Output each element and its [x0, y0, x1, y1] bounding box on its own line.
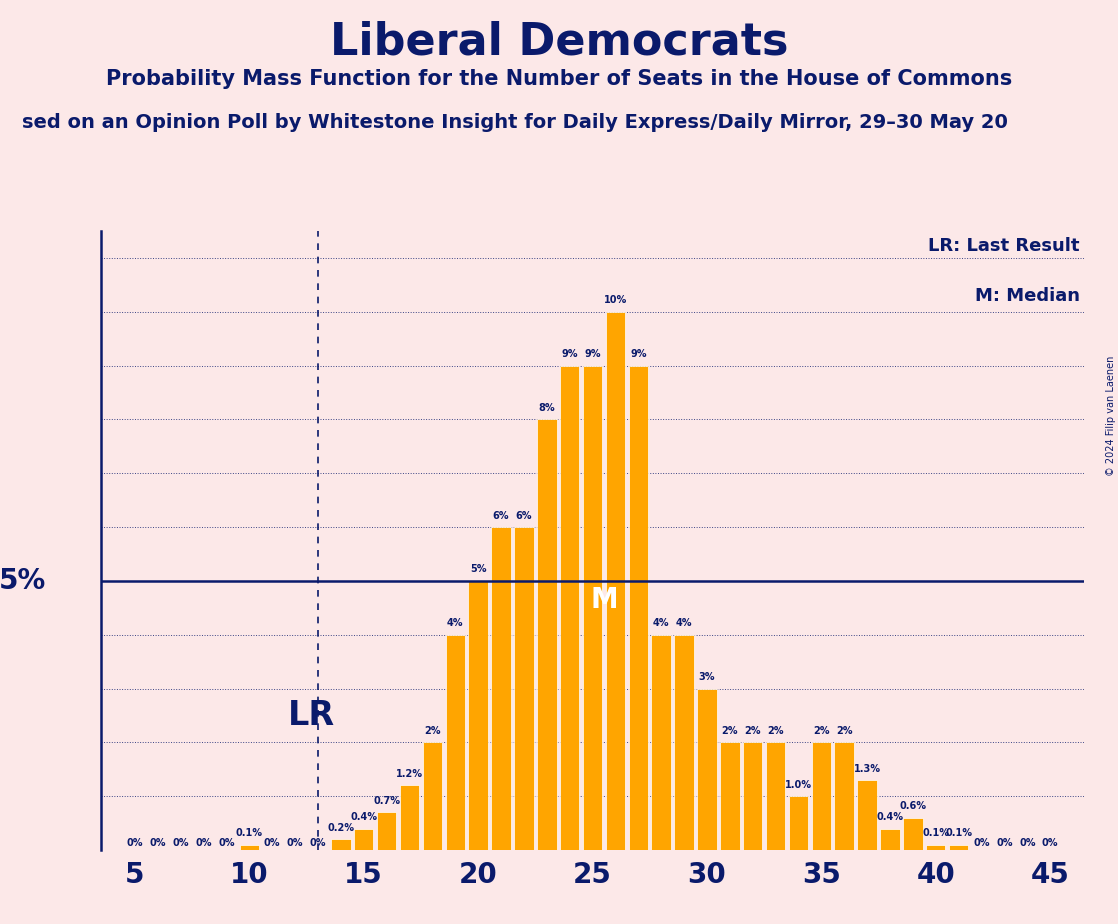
Bar [698, 688, 717, 850]
Text: 4%: 4% [675, 618, 692, 628]
Text: 2%: 2% [721, 726, 738, 736]
Text: 0.4%: 0.4% [877, 812, 903, 822]
Bar [766, 742, 785, 850]
Bar [949, 845, 968, 850]
Text: 0%: 0% [1018, 838, 1035, 848]
Text: 0%: 0% [196, 838, 211, 848]
Text: 2%: 2% [813, 726, 830, 736]
Text: 8%: 8% [539, 403, 556, 413]
Bar [514, 527, 533, 850]
Bar [858, 780, 877, 850]
Text: sed on an Opinion Poll by Whitestone Insight for Daily Express/Daily Mirror, 29–: sed on an Opinion Poll by Whitestone Ins… [22, 113, 1008, 132]
Text: 0.1%: 0.1% [236, 828, 263, 838]
Bar [628, 366, 648, 850]
Text: © 2024 Filip van Laenen: © 2024 Filip van Laenen [1106, 356, 1116, 476]
Bar [674, 635, 694, 850]
Text: 0.1%: 0.1% [922, 828, 949, 838]
Text: 0.6%: 0.6% [899, 801, 927, 811]
Bar [537, 419, 557, 850]
Text: 4%: 4% [447, 618, 464, 628]
Bar [468, 581, 487, 850]
Text: 0.1%: 0.1% [945, 828, 973, 838]
Text: LR: LR [288, 699, 335, 732]
Text: 6%: 6% [493, 511, 510, 520]
Bar [491, 527, 511, 850]
Text: M: M [590, 586, 618, 614]
Bar [354, 829, 373, 850]
Text: 0%: 0% [1042, 838, 1059, 848]
Text: 5%: 5% [470, 565, 486, 575]
Text: 9%: 9% [631, 349, 646, 359]
Text: 0%: 0% [150, 838, 167, 848]
Text: 0%: 0% [172, 838, 189, 848]
Bar [834, 742, 854, 850]
Text: 1.3%: 1.3% [854, 763, 881, 773]
Bar [582, 366, 603, 850]
Bar [743, 742, 762, 850]
Bar [560, 366, 579, 850]
Text: 0%: 0% [974, 838, 989, 848]
Text: 0%: 0% [264, 838, 281, 848]
Text: 2%: 2% [745, 726, 761, 736]
Text: 1.2%: 1.2% [396, 769, 423, 779]
Text: 0.2%: 0.2% [328, 823, 354, 833]
Text: 10%: 10% [604, 296, 627, 305]
Bar [926, 845, 946, 850]
Text: 1.0%: 1.0% [785, 780, 812, 790]
Text: M: Median: M: Median [975, 286, 1080, 305]
Text: 4%: 4% [653, 618, 670, 628]
Text: 0%: 0% [126, 838, 143, 848]
Text: 0.4%: 0.4% [350, 812, 377, 822]
Bar [239, 845, 259, 850]
Text: 0%: 0% [310, 838, 326, 848]
Bar [446, 635, 465, 850]
Bar [788, 796, 808, 850]
Text: 0%: 0% [996, 838, 1013, 848]
Text: 9%: 9% [585, 349, 600, 359]
Bar [880, 829, 900, 850]
Bar [400, 785, 419, 850]
Bar [606, 311, 625, 850]
Text: 2%: 2% [424, 726, 440, 736]
Text: 6%: 6% [515, 511, 532, 520]
Bar [652, 635, 671, 850]
Bar [331, 839, 351, 850]
Bar [812, 742, 831, 850]
Text: 3%: 3% [699, 672, 716, 682]
Text: 0%: 0% [287, 838, 303, 848]
Text: 2%: 2% [836, 726, 852, 736]
Text: 5%: 5% [0, 567, 47, 595]
Text: Liberal Democrats: Liberal Democrats [330, 20, 788, 64]
Bar [377, 812, 397, 850]
Bar [720, 742, 739, 850]
Text: Probability Mass Function for the Number of Seats in the House of Commons: Probability Mass Function for the Number… [106, 69, 1012, 90]
Text: 2%: 2% [767, 726, 784, 736]
Text: LR: Last Result: LR: Last Result [928, 237, 1080, 255]
Text: 9%: 9% [561, 349, 578, 359]
Text: 0%: 0% [218, 838, 235, 848]
Bar [903, 818, 922, 850]
Bar [423, 742, 442, 850]
Text: 0.7%: 0.7% [373, 796, 400, 806]
